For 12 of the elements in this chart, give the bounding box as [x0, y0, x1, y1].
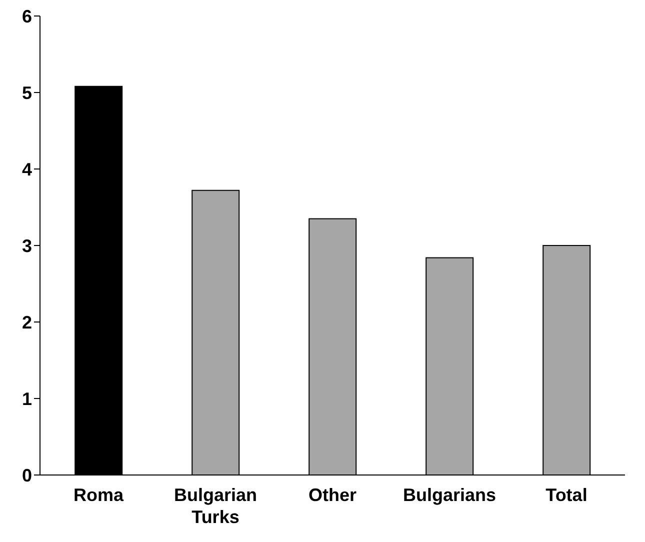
y-tick-label: 4	[22, 159, 32, 180]
x-tick-label: Total	[546, 485, 588, 505]
y-tick-label: 5	[22, 82, 32, 103]
y-tick-label: 3	[22, 236, 32, 256]
x-tick-label: Bulgarian Turks	[174, 485, 258, 527]
x-tick-label: Bulgarians	[402, 485, 496, 505]
x-tick-label: Other	[308, 485, 357, 505]
y-tick-label: 6	[22, 6, 32, 26]
y-tick-label: 0	[22, 465, 32, 486]
y-tick-label: 2	[22, 312, 32, 332]
x-tick-label: Roma	[73, 485, 124, 505]
y-tick-label: 1	[22, 388, 32, 409]
